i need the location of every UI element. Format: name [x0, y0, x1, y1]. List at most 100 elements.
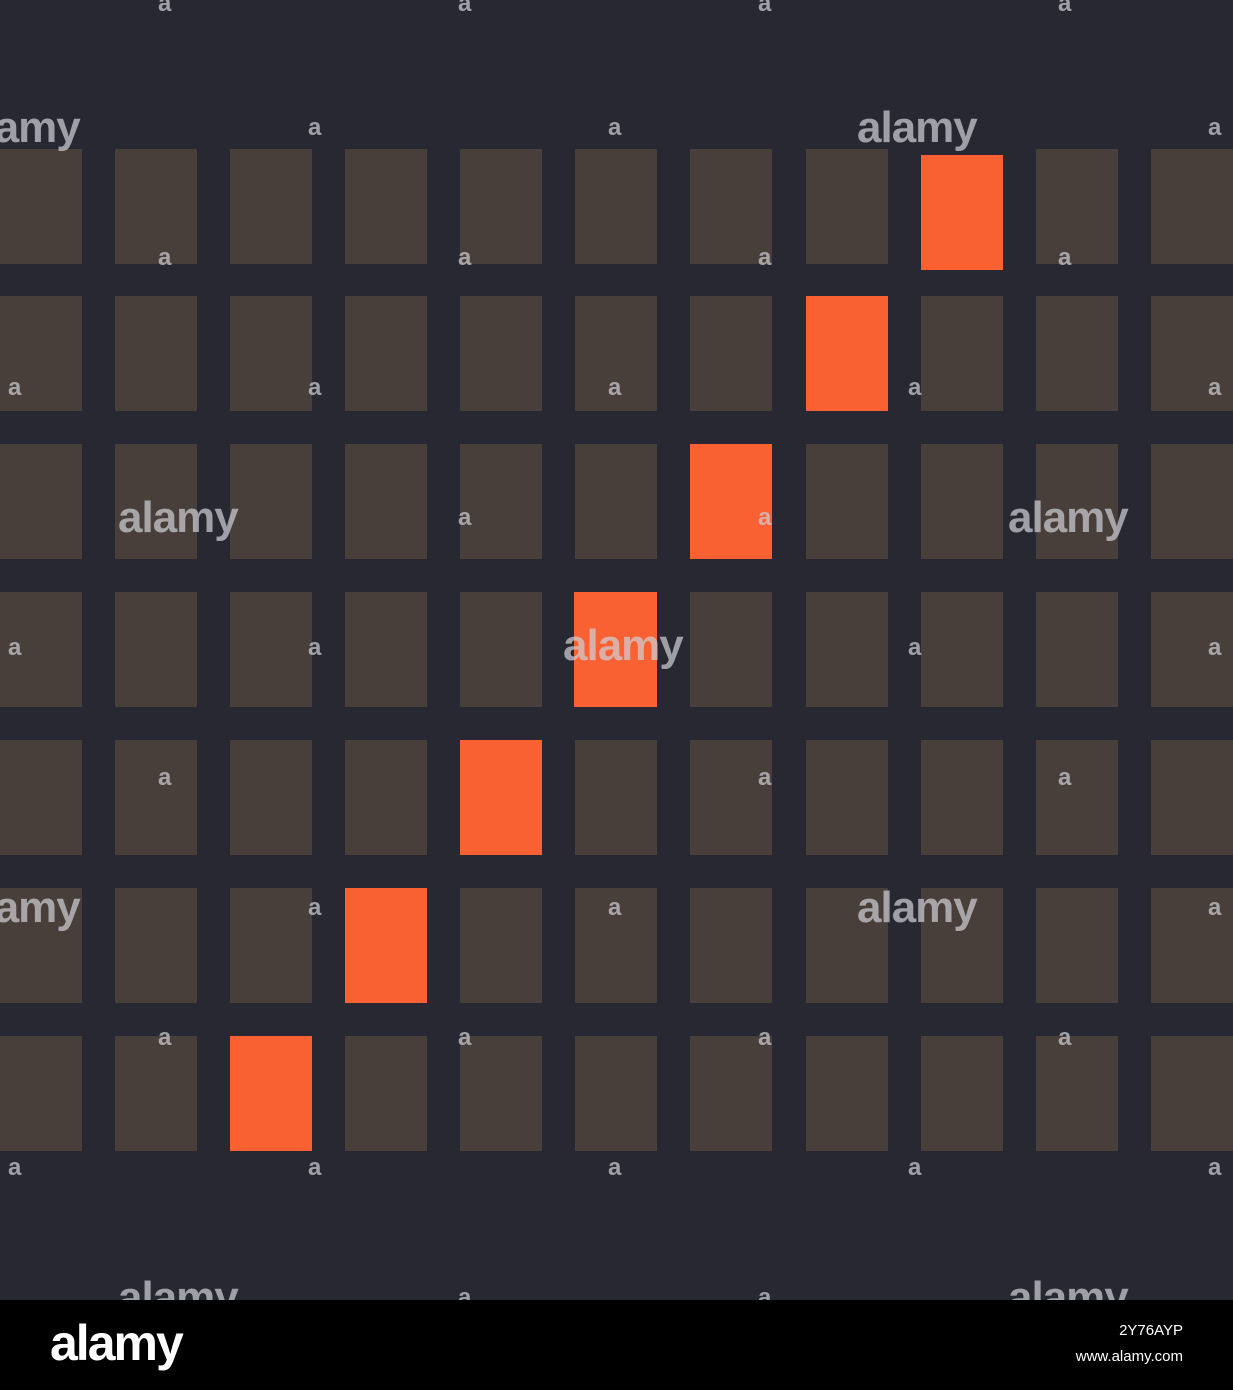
- watermark-logo: alamy: [0, 103, 81, 152]
- grid-cell: [460, 444, 542, 559]
- grid-cell: [0, 592, 82, 707]
- watermark-glyph: a: [458, 0, 471, 17]
- watermark-glyph: a: [1208, 1154, 1221, 1181]
- grid-cell: [230, 296, 312, 411]
- grid-cell: [690, 1036, 772, 1151]
- grid-cell: [575, 740, 657, 855]
- highlighted-cell: [806, 296, 888, 411]
- grid-cell: [0, 888, 82, 1003]
- watermark-glyph: a: [608, 114, 621, 141]
- grid-cell: [806, 444, 888, 559]
- grid-cell: [0, 740, 82, 855]
- watermark-glyph: a: [908, 1154, 921, 1181]
- grid-cell: [921, 888, 1003, 1003]
- watermark-logo: alamy: [118, 1273, 239, 1301]
- grid-cell: [345, 592, 427, 707]
- pattern-canvas: alamyalamyalamyalamyalamyalamyalamyalamy…: [0, 0, 1233, 1300]
- watermark-glyph: a: [758, 0, 771, 17]
- grid-cell: [806, 740, 888, 855]
- grid-cell: [115, 592, 197, 707]
- watermark-logo: alamy: [1008, 1273, 1129, 1301]
- grid-cell: [1036, 444, 1118, 559]
- watermark-glyph: a: [758, 1284, 771, 1301]
- grid-cell: [921, 296, 1003, 411]
- grid-cell: [575, 149, 657, 264]
- watermark-glyph: a: [1058, 0, 1071, 17]
- watermark-glyph: a: [308, 114, 321, 141]
- watermark-glyph: a: [458, 1284, 471, 1301]
- grid-cell: [460, 888, 542, 1003]
- grid-cell: [575, 444, 657, 559]
- grid-cell: [115, 888, 197, 1003]
- grid-cell: [1036, 1036, 1118, 1151]
- grid-cell: [1151, 296, 1233, 411]
- footer-image-id: 2Y76AYP: [1119, 1322, 1183, 1339]
- watermark-glyph: a: [608, 1154, 621, 1181]
- grid-cell: [806, 1036, 888, 1151]
- grid-cell: [460, 149, 542, 264]
- grid-cell: [1036, 592, 1118, 707]
- grid-cell: [921, 1036, 1003, 1151]
- grid-cell: [690, 296, 772, 411]
- grid-cell: [1036, 888, 1118, 1003]
- grid-cell: [921, 592, 1003, 707]
- grid-cell: [690, 149, 772, 264]
- grid-cell: [1036, 740, 1118, 855]
- grid-cell: [460, 592, 542, 707]
- watermark-glyph: a: [1208, 114, 1221, 141]
- footer-url[interactable]: www.alamy.com: [1075, 1348, 1183, 1365]
- grid-cell: [1036, 149, 1118, 264]
- grid-cell: [806, 888, 888, 1003]
- grid-cell: [460, 1036, 542, 1151]
- grid-cell: [575, 296, 657, 411]
- highlighted-cell: [921, 155, 1003, 270]
- grid-cell: [115, 1036, 197, 1151]
- grid-cell: [0, 444, 82, 559]
- grid-cell: [345, 1036, 427, 1151]
- grid-cell: [230, 740, 312, 855]
- watermark-glyph: a: [308, 1154, 321, 1181]
- highlighted-cell: [345, 888, 427, 1003]
- grid-cell: [345, 296, 427, 411]
- grid-cell: [115, 444, 197, 559]
- grid-cell: [345, 444, 427, 559]
- grid-cell: [1036, 296, 1118, 411]
- watermark-glyph: a: [908, 634, 921, 661]
- grid-cell: [0, 149, 82, 264]
- watermark-glyph: a: [158, 0, 171, 17]
- grid-cell: [690, 592, 772, 707]
- grid-cell: [345, 149, 427, 264]
- grid-cell: [921, 444, 1003, 559]
- grid-cell: [0, 296, 82, 411]
- highlighted-cell: [690, 444, 772, 559]
- grid-cell: [690, 740, 772, 855]
- watermark-logo: alamy: [857, 103, 978, 152]
- grid-cell: [115, 296, 197, 411]
- grid-cell: [1151, 740, 1233, 855]
- grid-cell: [921, 740, 1003, 855]
- grid-cell: [230, 444, 312, 559]
- grid-cell: [115, 740, 197, 855]
- grid-cell: [1151, 1036, 1233, 1151]
- grid-cell: [230, 888, 312, 1003]
- grid-cell: [1151, 444, 1233, 559]
- grid-cell: [690, 888, 772, 1003]
- watermark-glyph: a: [908, 374, 921, 401]
- grid-cell: [806, 149, 888, 264]
- grid-cell: [1151, 149, 1233, 264]
- footer-logo[interactable]: alamy: [50, 1315, 184, 1371]
- highlighted-cell: [460, 740, 542, 855]
- grid-cell: [575, 1036, 657, 1151]
- watermark-glyph: a: [8, 1154, 21, 1181]
- highlighted-cell: [574, 592, 657, 707]
- grid-cell: [230, 592, 312, 707]
- grid-cell: [575, 888, 657, 1003]
- highlighted-cell: [230, 1036, 312, 1151]
- grid-cell: [0, 1036, 82, 1151]
- grid-cell: [1151, 888, 1233, 1003]
- footer-bar: alamy 2Y76AYP www.alamy.com: [0, 1300, 1233, 1390]
- grid-cell: [230, 149, 312, 264]
- grid-cell: [806, 592, 888, 707]
- grid-cell: [1151, 592, 1233, 707]
- grid-cell: [460, 296, 542, 411]
